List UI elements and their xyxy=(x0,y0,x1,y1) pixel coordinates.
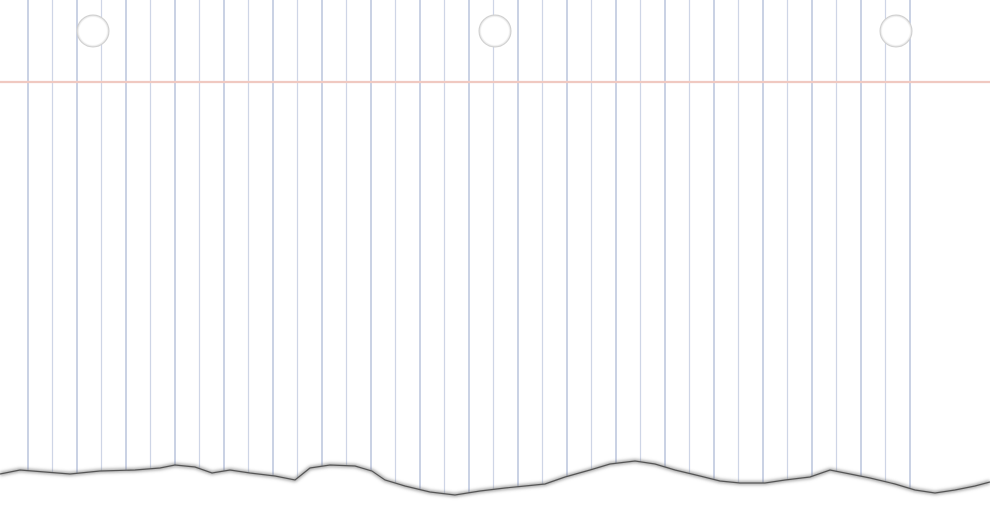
punch-hole xyxy=(76,14,110,48)
punch-hole xyxy=(879,14,913,48)
torn-edge-line xyxy=(0,460,990,496)
ruled-lines xyxy=(27,0,911,495)
punch-holes xyxy=(76,14,913,48)
torn-edge xyxy=(0,459,990,497)
punch-hole xyxy=(478,14,512,48)
